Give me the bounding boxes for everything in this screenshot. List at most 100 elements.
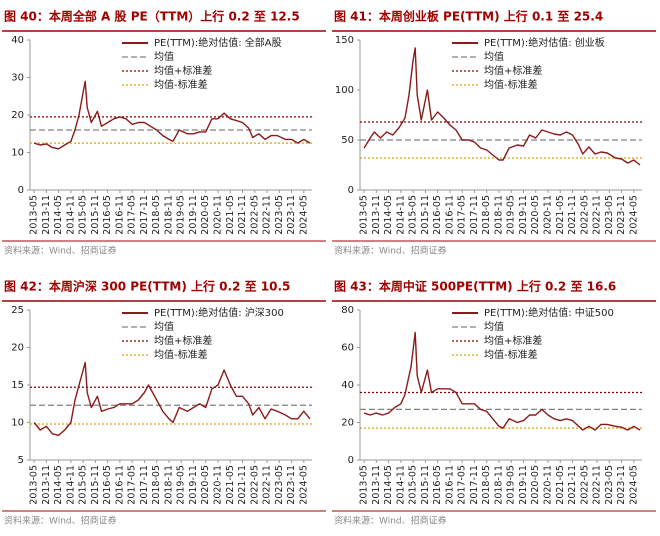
x-tick-label: 2018-11 [163,465,174,505]
y-tick-label: 30 [11,73,24,84]
x-tick-label: 2019-11 [518,465,529,505]
legend-label: 均值+标准差 [154,334,212,347]
legend-label: 均值+标准差 [484,334,542,347]
x-tick-label: 2021-05 [555,195,566,235]
y-tick-label: 40 [341,380,354,391]
x-tick-label: 2023-11 [286,195,297,235]
x-tick-label: 2019-05 [506,195,517,235]
x-tick-label: 2022-11 [262,195,273,235]
chart-title: 图 43：本周中证 500PE(TTM) 上行 0.2 至 16.6 [334,279,616,294]
chart-title: 图 42：本周沪深 300 PE(TTM) 上行 0.2 至 10.5 [4,279,290,294]
x-tick-label: 2024-05 [628,195,639,235]
x-tick-label: 2019-05 [176,195,187,235]
x-tick-label: 2014-11 [65,465,76,505]
x-tick-label: 2013-11 [41,465,52,505]
x-tick-label: 2024-05 [298,465,309,505]
x-tick-label: 2017-05 [457,465,468,505]
x-tick-label: 2020-05 [200,465,211,505]
x-tick-label: 2017-11 [469,465,480,505]
x-tick-label: 2013-05 [29,465,40,505]
legend-label: 均值+标准差 [154,64,212,77]
y-tick-label: 100 [335,85,354,96]
x-tick-label: 2016-11 [114,465,125,505]
legend-label: 均值 [484,50,504,63]
y-tick-label: 20 [11,110,24,121]
x-tick-label: 2014-05 [383,195,394,235]
x-tick-label: 2020-05 [530,465,541,505]
x-tick-label: 2022-11 [592,465,603,505]
x-tick-label: 2020-11 [213,195,224,235]
y-tick-label: 0 [348,455,354,466]
y-tick-label: 15 [11,380,24,391]
x-tick-label: 2018-05 [151,465,162,505]
legend-label: PE(TTM):绝对估值: 沪深300 [154,306,284,319]
y-tick-label: 5 [18,455,24,466]
x-tick-label: 2013-05 [29,195,40,235]
y-tick-label: 25 [11,305,24,316]
x-tick-label: 2019-11 [188,465,199,505]
x-tick-label: 2015-05 [78,465,89,505]
legend-label: 均值-标准差 [484,348,538,361]
x-tick-label: 2014-11 [65,195,76,235]
x-tick-label: 2020-05 [530,195,541,235]
legend-label: PE(TTM):绝对估值: 中证500 [484,306,614,319]
x-tick-label: 2019-05 [176,465,187,505]
source: 资料来源：Wind、招商证券 [4,245,117,257]
y-tick-label: 50 [341,135,354,146]
x-tick-label: 2017-11 [469,195,480,235]
x-tick-label: 2015-11 [420,465,431,505]
legend-label: 均值+标准差 [484,64,542,77]
x-tick-label: 2014-05 [383,465,394,505]
y-tick-label: 60 [341,343,354,354]
x-tick-label: 2021-11 [567,465,578,505]
x-tick-label: 2013-11 [41,195,52,235]
x-tick-label: 2023-11 [616,195,627,235]
x-tick-label: 2019-05 [506,465,517,505]
y-tick-label: 10 [11,418,24,429]
x-tick-label: 2021-11 [567,195,578,235]
x-tick-label: 2018-05 [151,195,162,235]
x-tick-label: 2021-05 [555,465,566,505]
x-tick-label: 2014-05 [53,465,64,505]
x-tick-label: 2017-11 [139,195,150,235]
x-tick-label: 2022-11 [592,195,603,235]
x-tick-label: 2015-05 [408,195,419,235]
x-tick-label: 2024-05 [298,195,309,235]
x-tick-label: 2021-11 [237,195,248,235]
x-tick-label: 2018-11 [493,195,504,235]
x-tick-label: 2013-11 [371,465,382,505]
x-tick-label: 2018-11 [163,195,174,235]
y-tick-label: 10 [11,148,24,159]
legend-label: 均值 [484,320,504,333]
x-tick-label: 2019-11 [518,195,529,235]
x-tick-label: 2013-11 [371,195,382,235]
x-tick-label: 2014-05 [53,195,64,235]
y-tick-label: 150 [335,35,354,46]
x-tick-label: 2021-11 [237,465,248,505]
x-tick-label: 2014-11 [395,465,406,505]
x-tick-label: 2023-05 [604,195,615,235]
x-tick-label: 2017-05 [457,195,468,235]
x-tick-label: 2018-11 [493,465,504,505]
legend-label: PE(TTM):绝对估值: 全部A股 [154,36,282,49]
x-tick-label: 2013-05 [359,465,370,505]
x-tick-label: 2016-11 [444,465,455,505]
x-tick-label: 2014-11 [395,195,406,235]
y-tick-label: 20 [341,418,354,429]
source: 资料来源：Wind、招商证券 [4,515,117,527]
x-tick-label: 2015-11 [420,195,431,235]
x-tick-label: 2020-11 [543,195,554,235]
x-tick-label: 2016-05 [102,465,113,505]
x-tick-label: 2016-05 [432,195,443,235]
x-tick-label: 2022-05 [579,195,590,235]
y-tick-label: 0 [348,185,354,196]
x-tick-label: 2016-05 [432,465,443,505]
x-tick-label: 2022-05 [249,195,260,235]
legend-label: 均值-标准差 [484,78,538,91]
series-line [363,331,641,431]
chart-title: 图 41：本周创业板 PE(TTM) 上行 0.1 至 25.4 [334,9,603,24]
x-tick-label: 2016-11 [444,195,455,235]
x-tick-label: 2020-11 [213,465,224,505]
x-tick-label: 2021-05 [225,465,236,505]
